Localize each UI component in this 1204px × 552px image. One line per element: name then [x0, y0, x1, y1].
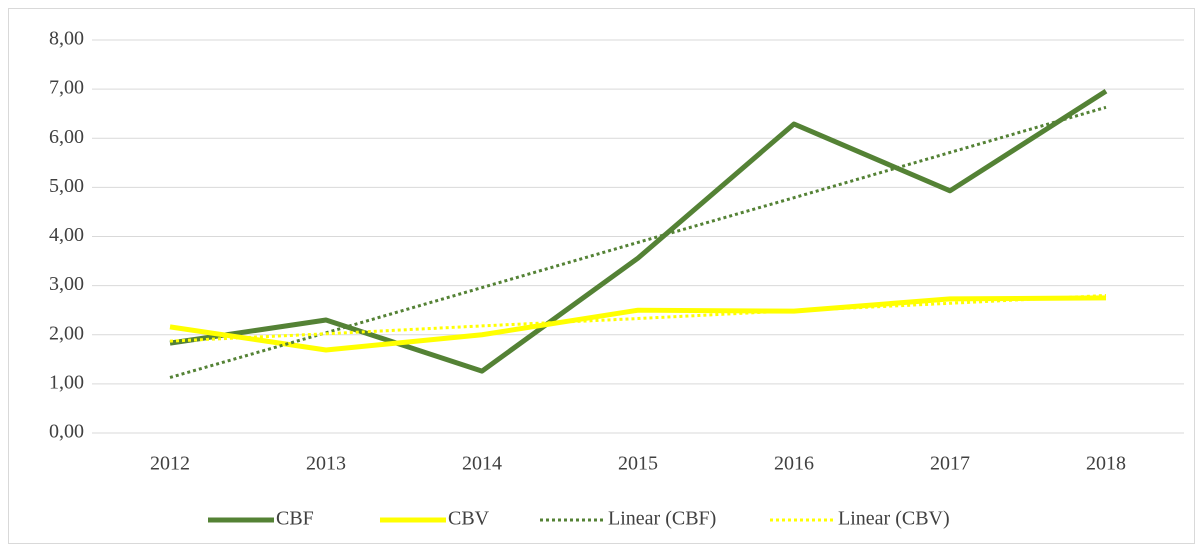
x-tick-label: 2015: [618, 453, 658, 475]
y-tick-label: 4,00: [49, 224, 84, 246]
legend-label: CBV: [448, 508, 490, 530]
trend-line: [169, 293, 1107, 343]
y-tick-label: 5,00: [49, 175, 84, 197]
x-tick-label: 2016: [774, 453, 814, 475]
x-tick-label: 2014: [462, 453, 502, 475]
legend-label: Linear (CBF): [608, 508, 716, 530]
chart-border: [8, 8, 1195, 544]
y-tick-label: 7,00: [49, 77, 84, 99]
legend-label: CBF: [276, 508, 314, 530]
y-tick-label: 0,00: [49, 421, 84, 443]
x-tick-label: 2013: [306, 453, 346, 475]
line: [169, 295, 1107, 353]
x-tick-label: 2018: [1086, 453, 1126, 475]
y-tick-label: 8,00: [49, 28, 84, 50]
line: [169, 88, 1108, 374]
y-tick-label: 3,00: [49, 273, 84, 295]
x-tick-label: 2012: [150, 453, 190, 475]
x-tick-label: 2017: [930, 453, 970, 475]
legend-label: Linear (CBV): [838, 508, 950, 530]
y-tick-label: 2,00: [49, 322, 84, 344]
y-tick-label: 1,00: [49, 371, 84, 393]
y-tick-label: 6,00: [49, 126, 84, 148]
